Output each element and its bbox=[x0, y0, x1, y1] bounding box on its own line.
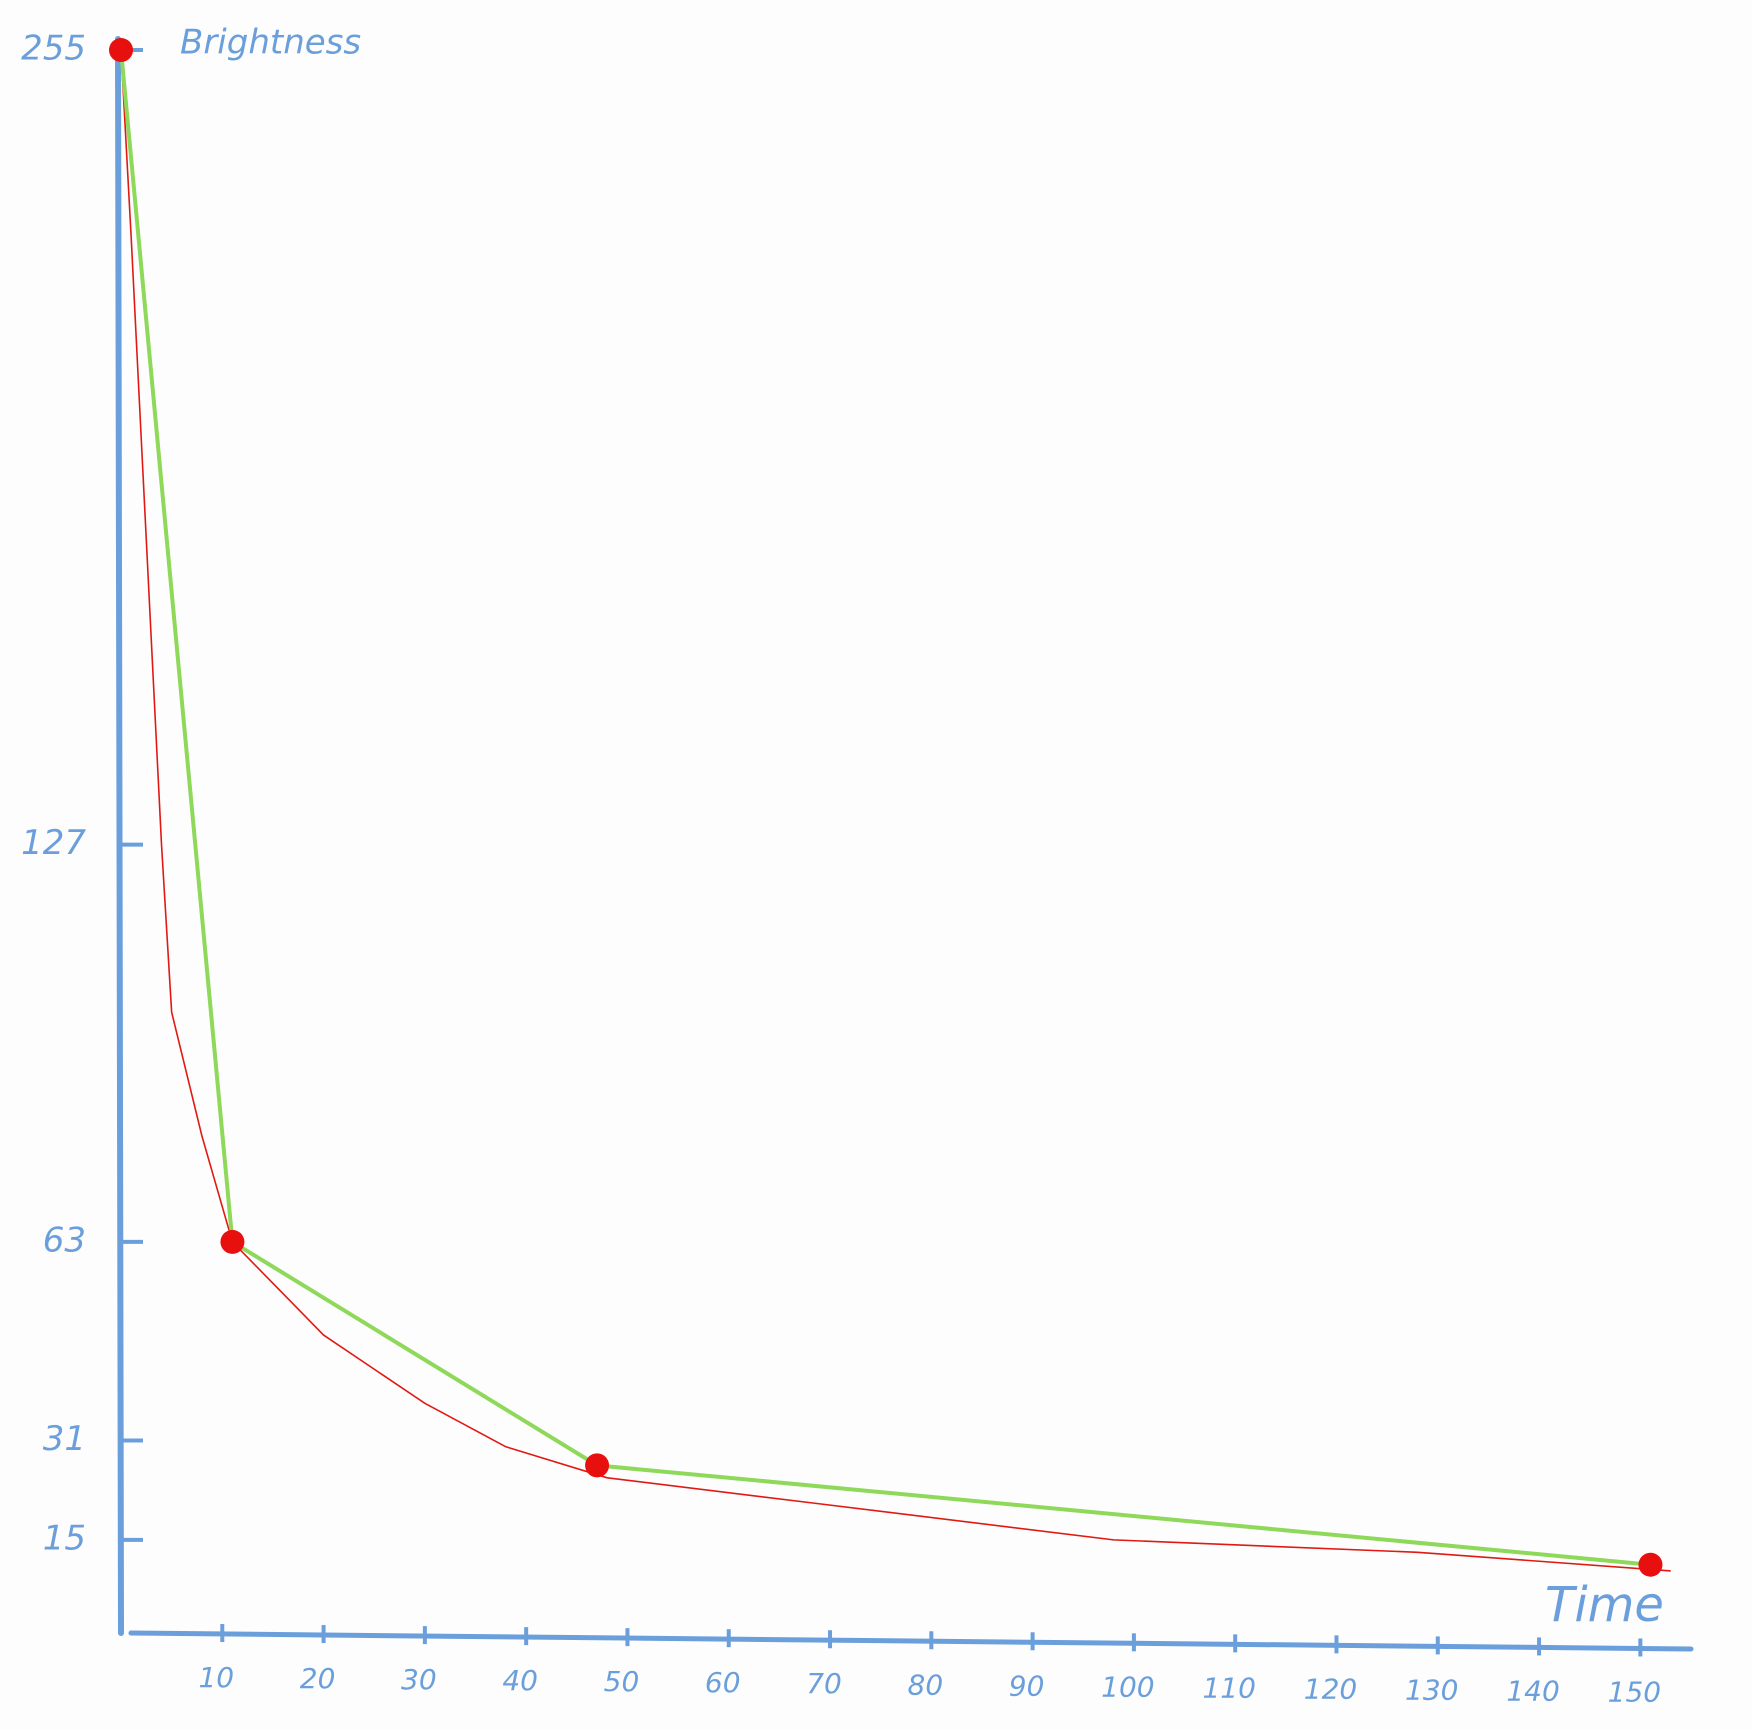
y-tick-label: 127 bbox=[21, 823, 86, 863]
point bbox=[1638, 1552, 1663, 1577]
y-tick-label: 255 bbox=[21, 29, 86, 69]
x-tick-label: 100 bbox=[1101, 1670, 1154, 1703]
y-axis-label: Brightness bbox=[180, 23, 361, 63]
x-tick-label: 30 bbox=[401, 1663, 437, 1696]
point bbox=[585, 1453, 610, 1478]
x-axis bbox=[128, 1630, 1694, 1652]
x-tick-label: 130 bbox=[1405, 1673, 1458, 1706]
x-tick-label: 150 bbox=[1608, 1675, 1661, 1708]
x-tick-label: 140 bbox=[1506, 1674, 1559, 1707]
y-tick-label: 15 bbox=[43, 1518, 86, 1558]
y-tick-label: 31 bbox=[43, 1419, 86, 1459]
x-tick-label: 70 bbox=[806, 1667, 842, 1700]
line bbox=[119, 49, 1651, 1567]
x-tick-label: 120 bbox=[1304, 1672, 1357, 1705]
x-tick-label: 80 bbox=[908, 1668, 944, 1701]
x-tick-label: 60 bbox=[705, 1666, 741, 1699]
y-tick-label: 63 bbox=[43, 1220, 86, 1260]
x-tick-label: 10 bbox=[198, 1661, 234, 1694]
point bbox=[220, 1229, 245, 1254]
x-tick-label: 90 bbox=[1009, 1669, 1045, 1702]
point bbox=[109, 38, 133, 63]
x-axis-label: Time bbox=[1545, 1577, 1664, 1633]
x-tick-label: 110 bbox=[1202, 1671, 1255, 1704]
y-axis bbox=[115, 36, 124, 1636]
x-tick-label: 50 bbox=[604, 1665, 640, 1698]
x-tick-label: 40 bbox=[502, 1664, 538, 1697]
line bbox=[120, 49, 1671, 1572]
x-tick-label: 20 bbox=[300, 1662, 336, 1695]
